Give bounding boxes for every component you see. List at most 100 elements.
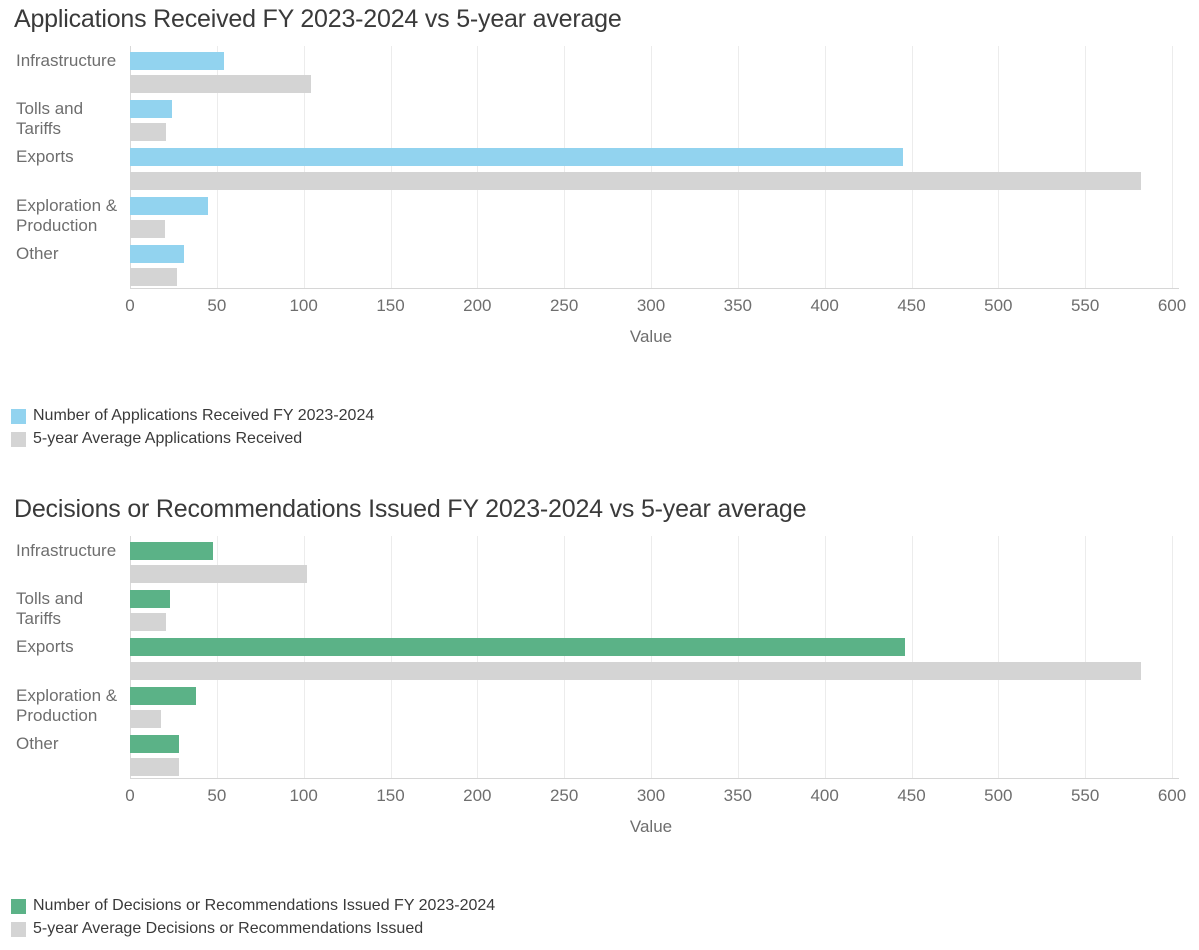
x-axis-title: Value: [629, 817, 673, 836]
legend-label-average: 5-year Average Decisions or Recommendati…: [33, 920, 424, 937]
gridline: [737, 536, 739, 778]
gridline: [1085, 46, 1087, 288]
legend-item-fy[interactable]: Number of Decisions or Recommendations I…: [11, 898, 495, 914]
x-tick-600: 600: [1157, 786, 1187, 805]
legend-swatch-fy: [11, 408, 26, 424]
gridline: [564, 46, 566, 288]
legend-swatch-fy: [11, 898, 26, 914]
bar-average-2[interactable]: [130, 171, 1141, 190]
gridline: [998, 46, 1000, 288]
gridline: [651, 46, 652, 288]
bar-average-3[interactable]: [130, 709, 162, 728]
x-tick-400: 400: [810, 296, 839, 315]
category-label-4: Other: [16, 733, 59, 753]
legend-swatch-average: [11, 921, 26, 937]
bar-fy-0[interactable]: [130, 541, 214, 560]
plot-area: Infrastructure Tolls and Tariffs Exports Exp…: [0, 46, 1199, 315]
legend-swatch-average: [11, 431, 26, 447]
bar-fy-1[interactable]: [130, 100, 172, 118]
x-tick-150: 150: [376, 786, 405, 805]
x-tick-0: 0: [125, 786, 135, 805]
x-tick-450: 450: [897, 786, 926, 805]
category-label-3: Exploration & Production: [16, 685, 118, 725]
gridline: [216, 46, 218, 288]
x-tick-0: 0: [125, 296, 135, 315]
gridline: [564, 536, 566, 778]
x-tick-350: 350: [723, 296, 753, 315]
x-tick-250: 250: [549, 296, 579, 315]
bar-average-0[interactable]: [130, 565, 308, 583]
gridline: [1085, 536, 1087, 778]
bar-fy-3[interactable]: [130, 686, 196, 705]
legend-label-fy: Number of Decisions or Recommendations I…: [33, 897, 496, 914]
bar-average-3[interactable]: [130, 219, 165, 238]
bar-fy-1[interactable]: [130, 590, 170, 608]
x-tick-350: 350: [723, 786, 753, 805]
x-tick-500: 500: [984, 296, 1013, 315]
chart-title: Applications Received FY 2023-2024 vs 5-…: [14, 5, 622, 33]
bar-fy-4[interactable]: [130, 244, 184, 263]
bar-average-0[interactable]: [130, 75, 311, 93]
category-label-0: Infrastructure: [16, 540, 117, 560]
gridline: [390, 536, 392, 778]
x-tick-300: 300: [636, 296, 666, 315]
category-label-4: Other: [16, 243, 59, 263]
x-tick-300: 300: [636, 786, 666, 805]
chart-title: Decisions or Recommendations Issued FY 2…: [14, 495, 807, 523]
bar-average-4[interactable]: [130, 268, 177, 287]
gridline: [216, 536, 218, 778]
x-tick-100: 100: [289, 786, 318, 805]
x-tick-150: 150: [376, 296, 405, 315]
gridline: [1172, 536, 1173, 778]
zero-line: [130, 46, 131, 288]
gridline: [911, 46, 913, 288]
x-tick-100: 100: [289, 296, 318, 315]
x-tick-500: 500: [984, 786, 1013, 805]
legend-label-fy: Number of Applications Received FY 2023-…: [33, 407, 375, 424]
x-tick-400: 400: [810, 786, 839, 805]
gridline: [824, 46, 826, 288]
x-tick-550: 550: [1070, 786, 1100, 805]
gridline: [390, 46, 392, 288]
bar-average-1[interactable]: [130, 123, 167, 142]
x-tick-550: 550: [1070, 296, 1100, 315]
bar-fy-0[interactable]: [130, 51, 224, 70]
category-label-0: Infrastructure: [16, 50, 117, 70]
gridline: [477, 46, 479, 288]
plot-area: Infrastructure Tolls and Tariffs Exports Exp…: [0, 536, 1199, 805]
legend-label-average: 5-year Average Applications Received: [33, 430, 303, 447]
x-tick-50: 50: [207, 786, 227, 805]
category-label-2: Exports: [16, 637, 74, 657]
gridline: [651, 536, 652, 778]
x-axis-title: Value: [629, 327, 673, 346]
x-tick-200: 200: [463, 786, 492, 805]
chart-decisions-issued: Decisions or Recommendations Issued FY 2…: [0, 490, 1199, 950]
x-axis-line: [130, 288, 1179, 289]
bar-fy-2[interactable]: [130, 638, 905, 657]
gridline: [737, 46, 739, 288]
chart-applications-received: Applications Received FY 2023-2024 vs 5-…: [0, 0, 1199, 460]
bar-average-2[interactable]: [130, 661, 1141, 680]
category-label-1: Tolls and Tariffs: [16, 99, 84, 138]
bar-fy-4[interactable]: [130, 734, 179, 753]
gridline: [998, 536, 1000, 778]
bar-fy-3[interactable]: [130, 196, 209, 215]
legend: Number of Decisions or Recommendations I…: [11, 898, 495, 944]
x-tick-250: 250: [549, 786, 579, 805]
category-label-2: Exports: [16, 147, 74, 167]
x-tick-50: 50: [207, 296, 227, 315]
gridline: [303, 46, 305, 288]
x-axis-line: [130, 778, 1179, 779]
gridline: [824, 536, 826, 778]
gridline: [477, 536, 479, 778]
legend-item-average[interactable]: 5-year Average Applications Received: [11, 431, 374, 447]
x-tick-200: 200: [463, 296, 492, 315]
x-tick-450: 450: [897, 296, 926, 315]
zero-line: [130, 536, 131, 778]
bar-average-1[interactable]: [130, 613, 167, 632]
legend-item-fy[interactable]: Number of Applications Received FY 2023-…: [11, 408, 374, 424]
bar-fy-2[interactable]: [130, 148, 903, 167]
gridline: [303, 536, 305, 778]
bar-average-4[interactable]: [130, 758, 179, 777]
legend-item-average[interactable]: 5-year Average Decisions or Recommendati…: [11, 921, 495, 937]
